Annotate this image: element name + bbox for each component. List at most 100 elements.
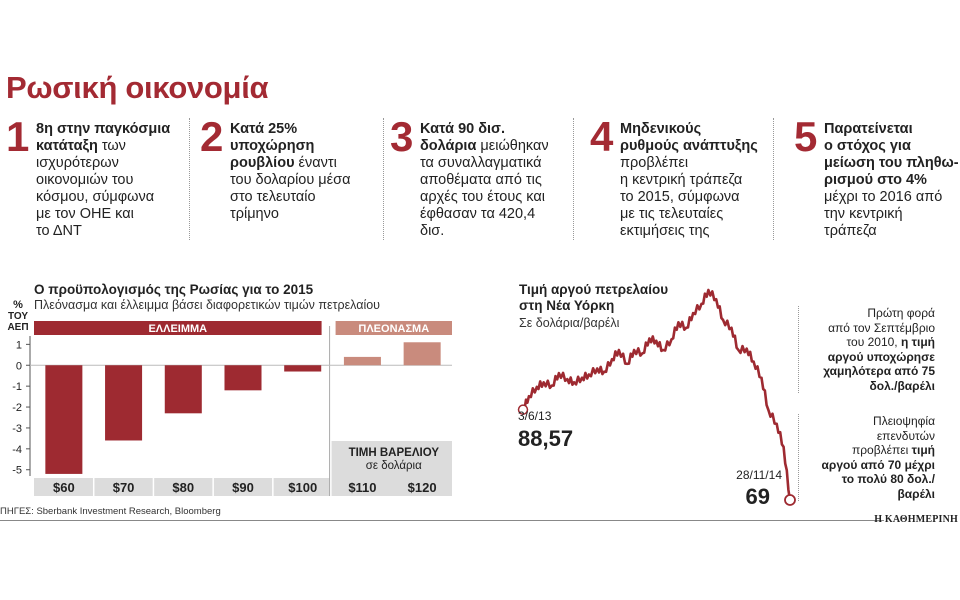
- fact-2: 2 Κατά 25% υποχώρηση ρουβλίου έναντι του δολ…: [200, 113, 385, 240]
- fact-number: 3: [390, 113, 414, 160]
- budget-y-tick-label: -4: [12, 444, 22, 456]
- fact-line: στο τελευταίο: [230, 189, 316, 205]
- category-band: [34, 478, 330, 496]
- oil-price-line: [522, 288, 792, 501]
- budget-category-label: $90: [232, 480, 254, 495]
- budget-y-tick-label: -3: [12, 423, 22, 435]
- fact-line: μέχρι το 2016 από: [824, 189, 943, 205]
- fact-line: Κατά 90 δισ.: [420, 121, 505, 137]
- fact-line: ο στόχος για: [824, 138, 911, 154]
- fact-text: 8η στην παγκόσμια κατάταξη των ισχυρότερων…: [36, 121, 196, 240]
- budget-bar: [164, 365, 202, 414]
- oil-title-line: Τιμή αργού πετρελαίου: [519, 282, 669, 297]
- fact-number: 1: [6, 113, 30, 160]
- fact-line: ρισμού στο 4%: [824, 172, 927, 188]
- note-line: από τον Σεπτέμβριο: [828, 320, 935, 335]
- note-line: Πρώτη φορά: [867, 306, 935, 320]
- price-axis-label: ΤΙΜΗ ΒΑΡΕΛΙΟΥ: [349, 447, 440, 459]
- note-line: δολ./βαρέλι: [869, 378, 936, 393]
- note-line: επενδυτών: [876, 428, 935, 443]
- fact-line: δισ.: [420, 223, 445, 239]
- fact-line: ισχυρότερων: [36, 155, 119, 171]
- fact-line: δολάρια μειώθηκαν: [420, 138, 549, 154]
- oil-line-chart: 3/6/13 88,57 28/11/14 69: [517, 288, 796, 509]
- surplus-header-bar: [335, 321, 452, 335]
- deficit-header-label: ΕΛΛΕΙΜΜΑ: [148, 323, 207, 335]
- oil-chart-title: Τιμή αργού πετρελαίου στη Νέα Υόρκη: [519, 282, 668, 314]
- oil-title-line: στη Νέα Υόρκη: [519, 298, 615, 313]
- note-line: βαρέλι: [897, 486, 935, 501]
- budget-bar: [284, 365, 322, 372]
- fact-line: τα συναλλαγματικά: [420, 155, 542, 171]
- surplus-header-label: ΠΛΕΟΝΑΣΜΑ: [358, 323, 429, 335]
- budget-category-label: $120: [408, 480, 437, 495]
- fact-line: με τις τελευταίες: [620, 206, 724, 222]
- budget-y-tick-label: -2: [12, 402, 22, 414]
- fact-number: 4: [590, 113, 614, 160]
- fact-line: 8η στην παγκόσμια: [36, 121, 171, 137]
- budget-y-tick-label: 0: [16, 360, 22, 372]
- fact-3: 3 Κατά 90 δισ. δολάρια μειώθηκαν τα συναλλα…: [390, 113, 575, 240]
- budget-y-tick-label: -1: [12, 381, 22, 393]
- fact-line: το ΔΝΤ: [36, 223, 82, 239]
- fact-line: αποθέματα από τις: [420, 172, 542, 188]
- fact-5: 5 Παρατείνεται ο στόχος για μείωση του πληθ…: [794, 113, 960, 240]
- bottom-divider: [0, 520, 884, 521]
- oil-note-forecast: Πλειοψηφία επενδυτών προβλέπει τιμή αργού α…: [798, 414, 935, 501]
- oil-end-date: 28/11/14: [736, 468, 782, 482]
- budget-ylabel-line: ΑΕΠ: [7, 322, 28, 333]
- fact-text: Μηδενικούς ρυθμούς ανάπτυξης προβλέπει η κε…: [620, 121, 780, 240]
- fact-line: Παρατείνεται: [824, 121, 913, 137]
- fact-line: υποχώρηση: [230, 138, 315, 154]
- note-line: χαμηλότερα από 75: [823, 364, 935, 378]
- budget-bar: [105, 365, 143, 441]
- oil-start-marker: [517, 404, 529, 415]
- fact-line: αρχές του έτους και: [420, 189, 545, 205]
- oil-start-value: 88,57: [518, 426, 573, 451]
- fact-line: μείωση του πληθω-: [824, 155, 959, 171]
- fact-line: ρουβλίου έναντι: [230, 155, 337, 171]
- fact-text: Παρατείνεται ο στόχος για μείωση του πληθω…: [824, 121, 960, 240]
- note-line: του 2010, η τιμή: [846, 335, 935, 349]
- budget-category-label: $100: [288, 480, 317, 495]
- fact-line: το 2015, σύμφωνα: [620, 189, 740, 205]
- fact-line: τρίμηνο: [230, 206, 279, 222]
- fact-line: προβλέπει: [620, 155, 689, 171]
- fact-line: έφθασαν τα 420,4: [420, 206, 536, 222]
- fact-line: η κεντρική τράπεζα: [620, 172, 743, 188]
- budget-chart-subtitle: Πλεόνασμα και έλλειμμα βάσει διαφορετικώ…: [34, 298, 381, 312]
- fact-4: 4 Μηδενικούς ρυθμούς ανάπτυξης προβλέπει η κ…: [590, 113, 775, 240]
- budget-ylabel-line: %: [13, 299, 23, 311]
- publisher-logo: Η ΚΑΘΗΜΕΡΙΝΗ: [874, 514, 958, 525]
- note-line: αργού από 70 μέχρι: [821, 457, 935, 472]
- fact-line: οικονομιών του: [36, 172, 134, 188]
- budget-category-label: $70: [113, 480, 135, 495]
- fact-number: 5: [794, 113, 818, 160]
- budget-category-label: $110: [348, 480, 376, 495]
- budget-y-tick-label: 1: [16, 339, 22, 351]
- fact-line: την κεντρική: [824, 206, 903, 222]
- deficit-header-bar: [34, 321, 322, 335]
- note-line: προβλέπει τιμή: [851, 443, 935, 457]
- page-title: Ρωσική οικονομία: [6, 70, 269, 105]
- fact-text: Κατά 90 δισ. δολάρια μειώθηκαν τα συναλλαγ…: [420, 121, 580, 240]
- fact-line: εκτιμήσεις της: [620, 223, 710, 239]
- budget-chart-title: Ο προϋπολογισμός της Ρωσίας για το 2015: [34, 282, 314, 297]
- budget-category-label: $60: [53, 480, 75, 495]
- price-label-band: [331, 441, 452, 496]
- budget-y-tick-label: -5: [12, 465, 22, 477]
- fact-number: 2: [200, 113, 224, 160]
- price-axis-unit: σε δολάρια: [366, 460, 422, 472]
- fact-line: κόσμου, σύμφωνα: [36, 189, 155, 205]
- budget-category-label: $80: [172, 480, 194, 495]
- fact-line: τράπεζα: [824, 223, 877, 239]
- note-line: Πλειοψηφία: [873, 414, 935, 428]
- fact-text: Κατά 25% υποχώρηση ρουβλίου έναντι του δολα…: [230, 121, 390, 223]
- oil-note-first-time: Πρώτη φορά από τον Σεπτέμβριο του 2010, η …: [798, 306, 935, 393]
- fact-line: Κατά 25%: [230, 121, 298, 137]
- budget-bar: [403, 342, 441, 366]
- fact-line: Μηδενικούς: [620, 121, 702, 137]
- fact-line: ρυθμούς ανάπτυξης: [620, 138, 758, 154]
- oil-end-marker: [784, 494, 796, 506]
